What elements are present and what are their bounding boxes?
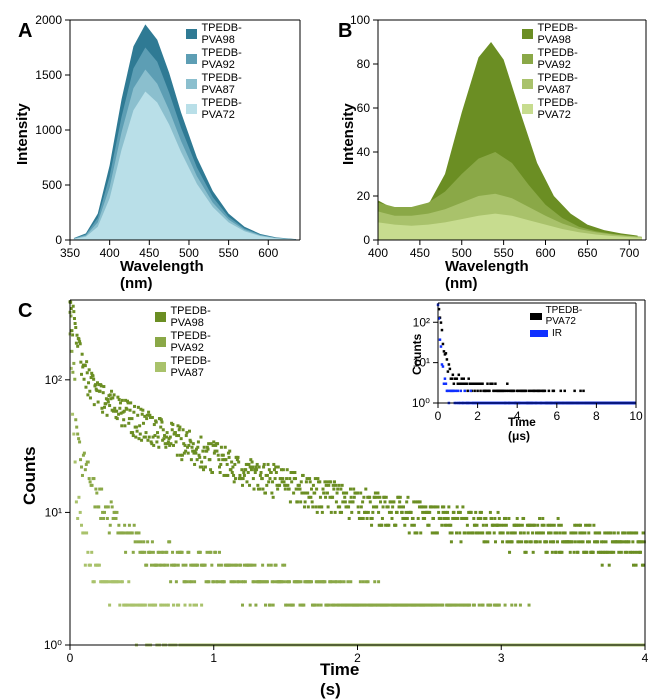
legend-item: TPEDB-PVA92: [522, 47, 584, 71]
legend-item: TPEDB-PVA87: [522, 72, 584, 96]
legend-swatch: [186, 79, 197, 89]
legend-swatch: [530, 313, 542, 320]
panel-a-plot: 3504004505005506000500100015002000: [70, 20, 300, 270]
legend-item: TPEDB-PVA98: [522, 22, 584, 46]
svg-text:10: 10: [629, 409, 643, 423]
legend-swatch: [186, 104, 197, 114]
svg-text:0: 0: [435, 409, 442, 423]
svg-text:60: 60: [357, 101, 371, 115]
legend-item: TPEDB-PVA72: [186, 97, 248, 121]
panel-b-ylabel: Intensity: [340, 103, 357, 165]
panel-c-label: C: [18, 300, 32, 323]
legend-label: TPEDB-PVA98: [537, 22, 584, 46]
legend-item: TPEDB-PVA98: [186, 22, 248, 46]
panel-a-legend: TPEDB-PVA98TPEDB-PVA92TPEDB-PVA87TPEDB-P…: [186, 22, 248, 122]
legend-label: TPEDB-PVA72: [546, 305, 589, 327]
legend-label: TPEDB-PVA87: [201, 72, 248, 96]
panel-c-ylabel: Counts: [20, 446, 40, 505]
legend-swatch: [522, 104, 533, 114]
legend-swatch: [186, 54, 197, 64]
svg-text:400: 400: [368, 246, 388, 260]
svg-text:6: 6: [553, 409, 560, 423]
svg-text:700: 700: [619, 246, 639, 260]
legend-item: TPEDB-PVA87: [155, 355, 217, 379]
svg-text:650: 650: [577, 246, 597, 260]
svg-text:600: 600: [535, 246, 555, 260]
inset-legend: TPEDB-PVA72IR: [530, 305, 589, 340]
legend-label: TPEDB-PVA87: [170, 355, 217, 379]
svg-text:1000: 1000: [35, 123, 62, 137]
panel-a-xlabel: Wavelength (nm): [120, 258, 204, 292]
inset-ylabel: Counts: [410, 334, 424, 375]
svg-text:80: 80: [357, 57, 371, 71]
legend-item: TPEDB-PVA87: [186, 72, 248, 96]
legend-swatch: [522, 79, 533, 89]
svg-text:20: 20: [357, 189, 371, 203]
legend-item: IR: [530, 328, 589, 339]
panel-b-legend: TPEDB-PVA98TPEDB-PVA92TPEDB-PVA87TPEDB-P…: [522, 22, 584, 122]
legend-item: TPEDB-PVA98: [155, 305, 217, 329]
legend-item: TPEDB-PVA92: [155, 330, 217, 354]
legend-swatch: [522, 54, 533, 64]
legend-swatch: [155, 337, 166, 347]
svg-text:100: 100: [350, 13, 370, 27]
legend-label: IR: [552, 328, 562, 339]
svg-text:550: 550: [219, 246, 239, 260]
legend-label: TPEDB-PVA72: [537, 97, 584, 121]
svg-text:600: 600: [258, 246, 278, 260]
legend-swatch: [530, 330, 548, 337]
legend-item: TPEDB-PVA92: [186, 47, 248, 71]
svg-text:0: 0: [55, 233, 62, 247]
svg-text:350: 350: [60, 246, 80, 260]
svg-text:3: 3: [498, 651, 505, 665]
svg-text:10¹: 10¹: [45, 505, 62, 519]
panel-a-ylabel: Intensity: [14, 103, 31, 165]
panel-b-plot: 400450500550600650700020406080100: [378, 20, 646, 270]
legend-swatch: [155, 312, 166, 322]
svg-text:4: 4: [642, 651, 649, 665]
svg-text:400: 400: [100, 246, 120, 260]
legend-label: TPEDB-PVA98: [170, 305, 217, 329]
svg-text:10²: 10²: [413, 315, 430, 329]
svg-text:500: 500: [42, 178, 62, 192]
panel-a-label: A: [18, 20, 32, 43]
legend-swatch: [155, 362, 166, 372]
svg-text:40: 40: [357, 145, 371, 159]
legend-label: TPEDB-PVA87: [537, 72, 584, 96]
legend-label: TPEDB-PVA98: [201, 22, 248, 46]
svg-text:1500: 1500: [35, 68, 62, 82]
svg-text:2000: 2000: [35, 13, 62, 27]
svg-text:0: 0: [67, 651, 74, 665]
legend-swatch: [186, 29, 197, 39]
svg-text:10⁰: 10⁰: [412, 396, 430, 410]
legend-label: TPEDB-PVA92: [537, 47, 584, 71]
svg-text:2: 2: [474, 409, 481, 423]
svg-text:8: 8: [593, 409, 600, 423]
svg-text:450: 450: [410, 246, 430, 260]
legend-label: TPEDB-PVA92: [170, 330, 217, 354]
inset-xlabel: Time (μs): [508, 415, 536, 443]
panel-b-xlabel: Wavelength (nm): [445, 258, 529, 292]
legend-swatch: [522, 29, 533, 39]
panel-c-legend: TPEDB-PVA98TPEDB-PVA92TPEDB-PVA87: [155, 305, 217, 380]
panel-c-xlabel: Time (s): [320, 660, 359, 700]
svg-text:0: 0: [363, 233, 370, 247]
legend-label: TPEDB-PVA72: [201, 97, 248, 121]
legend-item: TPEDB-PVA72: [530, 305, 589, 327]
legend-label: TPEDB-PVA92: [201, 47, 248, 71]
svg-text:10⁰: 10⁰: [44, 638, 62, 652]
legend-item: TPEDB-PVA72: [522, 97, 584, 121]
svg-text:1: 1: [210, 651, 217, 665]
svg-text:10²: 10²: [45, 373, 62, 387]
